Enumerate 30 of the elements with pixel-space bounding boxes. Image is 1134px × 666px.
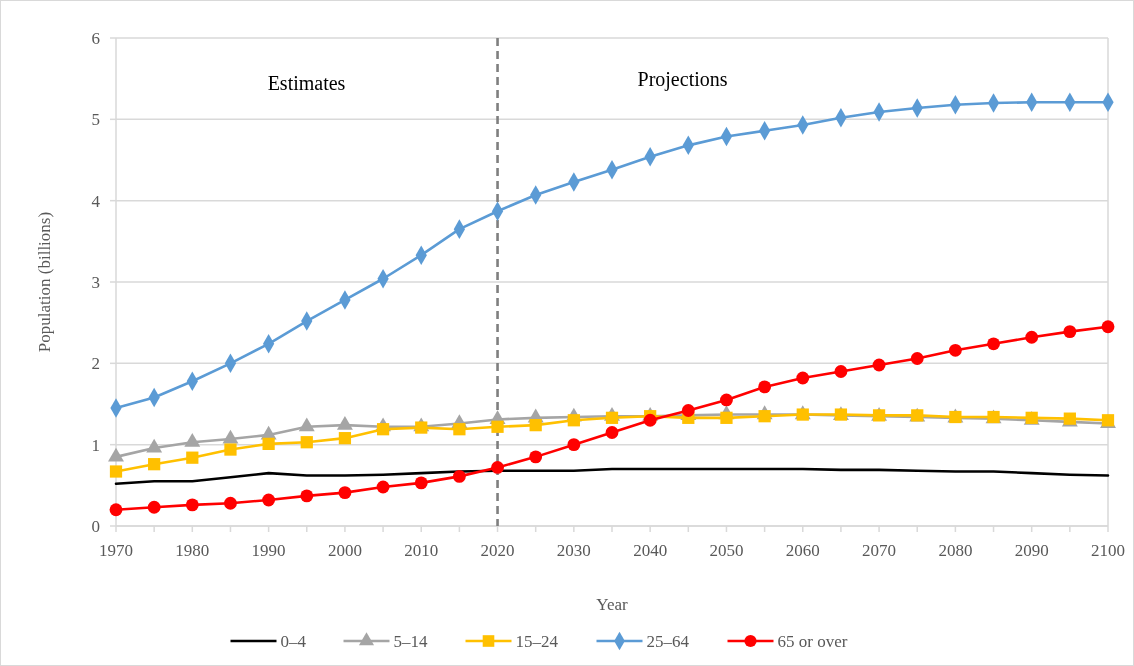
legend-label: 25–64 bbox=[646, 631, 690, 651]
x-tick-label: 2090 bbox=[1014, 541, 1049, 560]
y-tick-label: 6 bbox=[91, 28, 100, 48]
x-tick-label: 1970 bbox=[99, 541, 133, 560]
legend-label: 5–14 bbox=[393, 631, 428, 651]
x-tick-label: 2060 bbox=[785, 541, 820, 560]
y-tick-label: 4 bbox=[91, 191, 101, 211]
x-tick-label: 1980 bbox=[175, 541, 210, 560]
y-tick-label: 0 bbox=[91, 516, 100, 536]
legend-label: 0–4 bbox=[280, 631, 307, 651]
x-tick-label: 2050 bbox=[709, 541, 744, 560]
legend-label: 65 or over bbox=[777, 631, 848, 651]
annotation: Projections bbox=[637, 68, 728, 91]
x-tick-label: 2100 bbox=[1091, 541, 1125, 560]
x-tick-label: 2040 bbox=[633, 541, 668, 560]
x-tick-label: 2030 bbox=[556, 541, 591, 560]
x-tick-label: 2020 bbox=[480, 541, 515, 560]
y-tick-label: 1 bbox=[91, 435, 100, 455]
x-tick-label: 1990 bbox=[251, 541, 286, 560]
x-tick-label: 2000 bbox=[327, 541, 362, 560]
y-axis-title: Population (billions) bbox=[35, 211, 54, 353]
x-axis-title: Year bbox=[596, 595, 628, 614]
x-tick-label: 2070 bbox=[862, 541, 897, 560]
annotation: Estimates bbox=[267, 72, 346, 94]
x-tick-label: 2010 bbox=[404, 541, 439, 560]
y-tick-label: 5 bbox=[91, 110, 100, 130]
legend-label: 15–24 bbox=[515, 631, 559, 651]
y-tick-label: 2 bbox=[91, 354, 100, 374]
y-tick-label: 3 bbox=[91, 272, 100, 292]
x-tick-label: 2080 bbox=[938, 541, 973, 560]
